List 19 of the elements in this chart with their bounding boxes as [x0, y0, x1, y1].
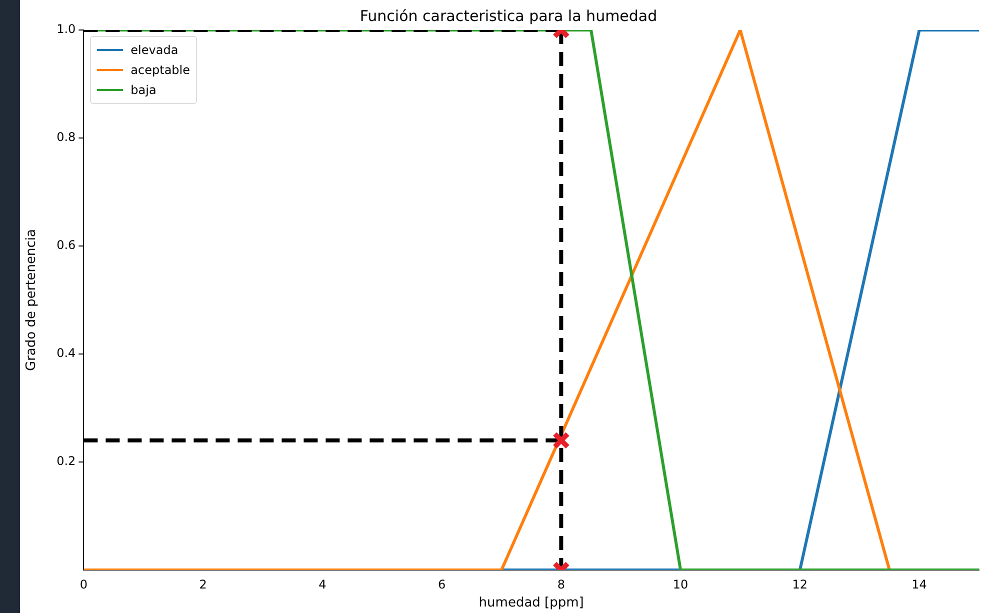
x-axis-title: humedad [ppm] — [478, 596, 584, 611]
x-tick-label: 2 — [199, 577, 207, 592]
legend-label: aceptable — [130, 63, 190, 77]
y-tick-label: 0.6 — [56, 238, 76, 252]
x-tick-label: 0 — [80, 577, 88, 592]
x-tick-label: 12 — [792, 577, 808, 592]
x-tick-label: 10 — [672, 577, 688, 592]
legend-label: baja — [130, 83, 156, 97]
x-tick-label: 8 — [557, 577, 566, 592]
x-tick-label: 14 — [912, 577, 927, 592]
y-tick-label: 0.2 — [56, 454, 76, 468]
y-tick-label: 0.8 — [56, 130, 76, 144]
x-tick-label: 4 — [318, 577, 326, 592]
y-tick-label: 0.4 — [56, 346, 76, 360]
legend-label: elevada — [130, 43, 178, 57]
x-tick-label: 6 — [438, 577, 446, 592]
chart-title: Función caracteristica para la humedad — [360, 6, 658, 25]
y-tick-label: 1.0 — [56, 22, 76, 36]
y-axis-title: Grado de pertenencia — [24, 229, 40, 371]
